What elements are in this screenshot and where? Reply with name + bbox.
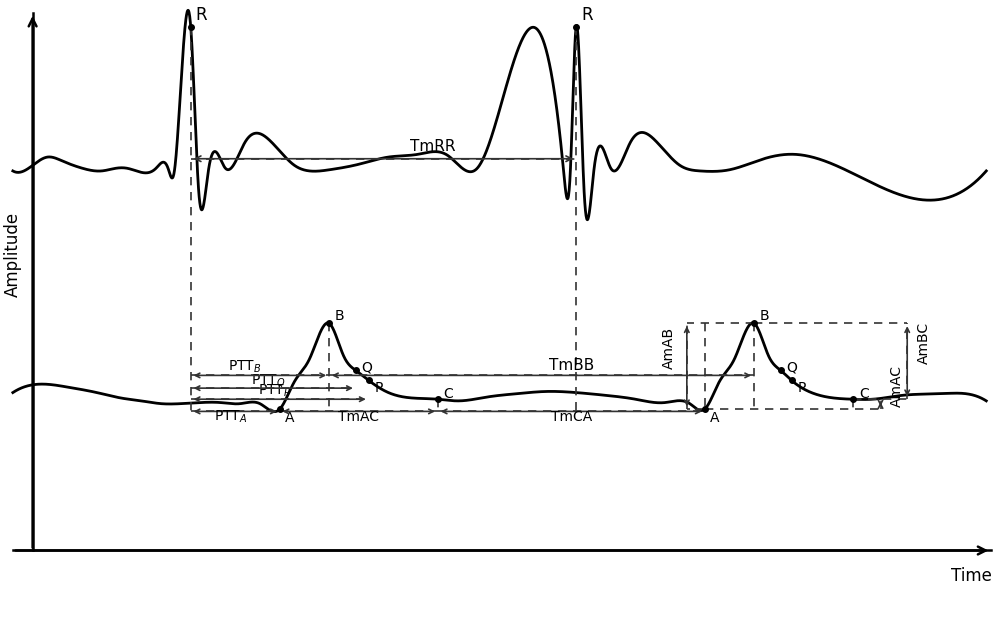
Text: Amplitude: Amplitude <box>4 212 22 297</box>
Text: C: C <box>859 387 869 401</box>
Text: TmCA: TmCA <box>551 410 592 424</box>
Text: Q: Q <box>362 360 373 374</box>
Text: Time: Time <box>951 567 992 585</box>
Text: TmAC: TmAC <box>338 410 379 424</box>
Text: R: R <box>196 6 207 24</box>
Text: Q: Q <box>787 360 798 374</box>
Text: PTT$_A$: PTT$_A$ <box>214 409 247 425</box>
Text: A: A <box>285 411 294 425</box>
Text: AmBC: AmBC <box>917 322 931 364</box>
Text: P: P <box>798 381 806 395</box>
Text: R: R <box>581 6 593 24</box>
Text: PTT$_Q$: PTT$_Q$ <box>251 371 286 389</box>
Text: AmAC: AmAC <box>890 365 904 407</box>
Text: B: B <box>760 309 770 323</box>
Text: TmRR: TmRR <box>410 139 456 154</box>
Text: TmBB: TmBB <box>549 358 594 373</box>
Text: P: P <box>375 381 383 395</box>
Text: C: C <box>444 387 453 401</box>
Text: PTT$_B$: PTT$_B$ <box>228 358 262 375</box>
Text: B: B <box>335 309 345 323</box>
Text: PTT$_P$: PTT$_P$ <box>258 383 291 399</box>
Text: A: A <box>710 411 719 425</box>
Text: AmAB: AmAB <box>662 327 676 369</box>
